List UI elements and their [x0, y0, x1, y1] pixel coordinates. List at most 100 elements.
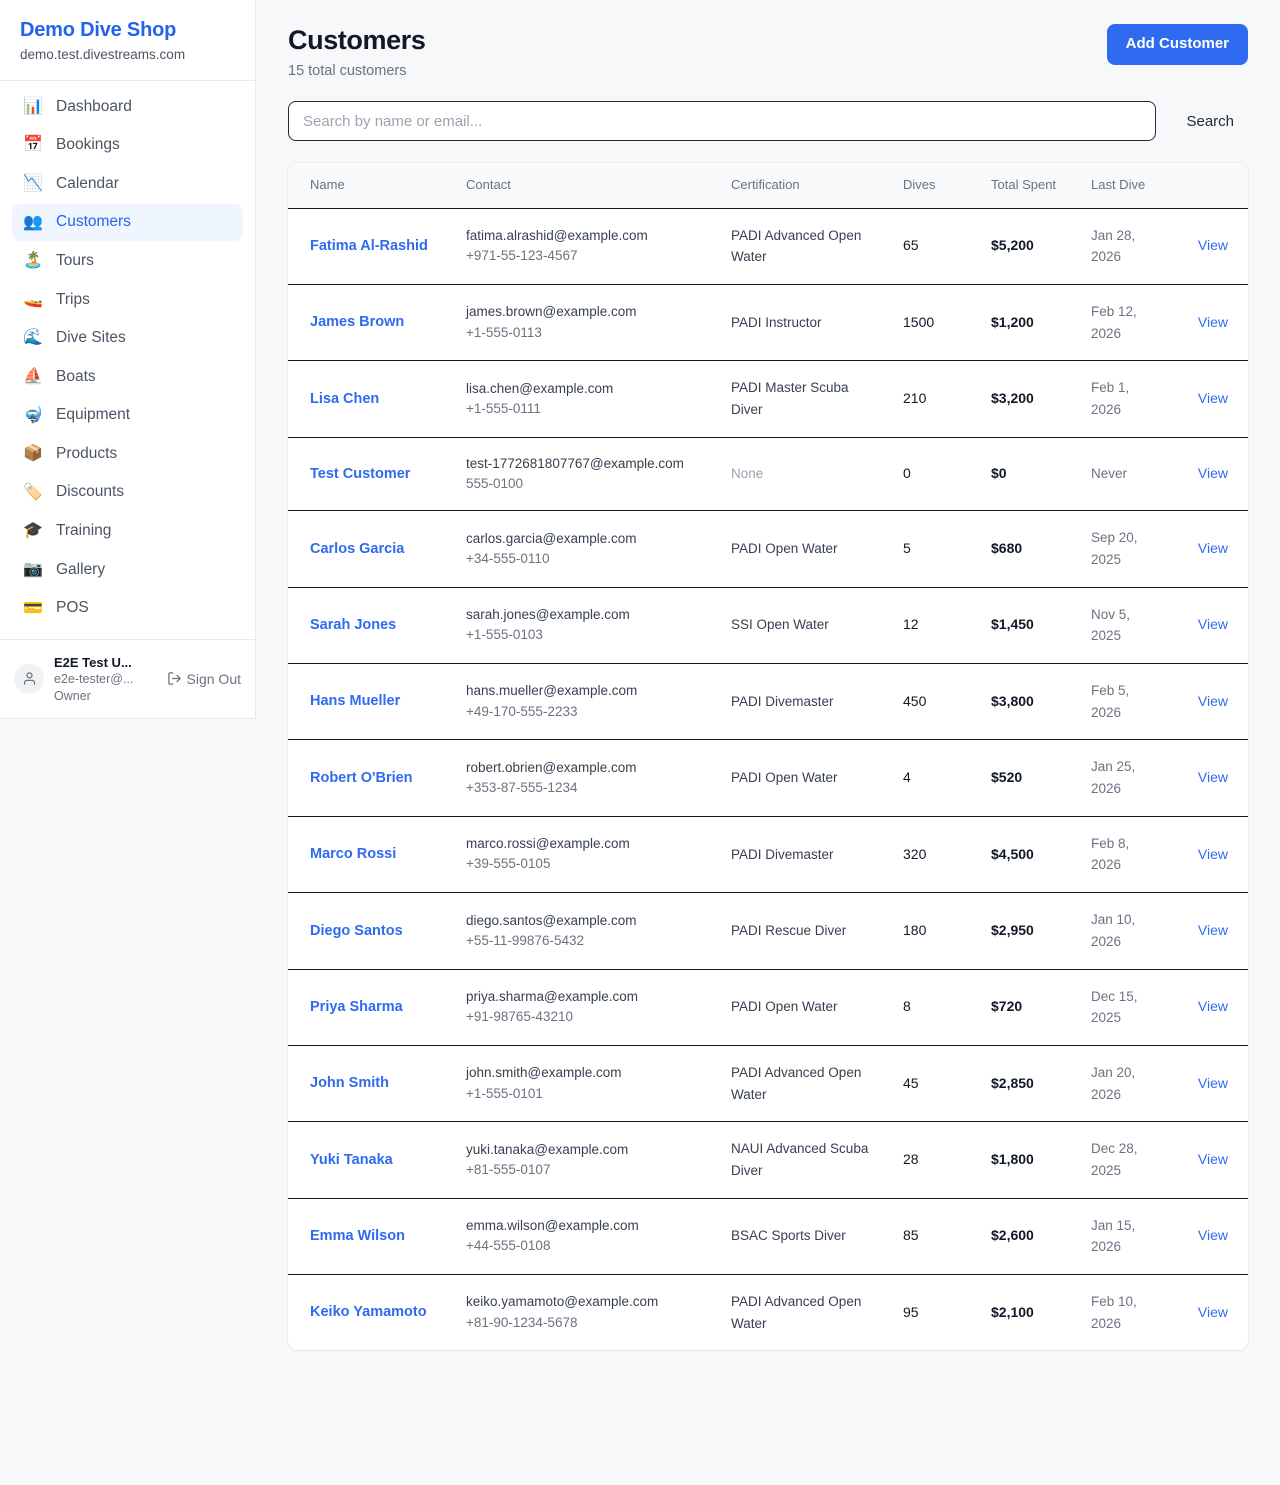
- sidebar-item-calendar[interactable]: 📉 Calendar: [12, 166, 243, 203]
- cell-action: View: [1171, 892, 1248, 970]
- customer-total-spent: $3,200: [991, 390, 1034, 407]
- cell-name: Keiko Yamamoto: [288, 1275, 456, 1351]
- customer-name-link[interactable]: Marco Rossi: [310, 846, 397, 863]
- customer-name-link[interactable]: John Smith: [310, 1075, 389, 1092]
- customer-name-link[interactable]: Sarah Jones: [310, 617, 397, 634]
- customer-last-dive: Jan 15, 2026: [1091, 1217, 1136, 1255]
- sidebar-item-label: Calendar: [56, 174, 119, 192]
- sign-out-icon: [167, 672, 181, 686]
- customer-phone: +1-555-0113: [466, 324, 542, 340]
- customer-dives: 5: [903, 540, 911, 557]
- column-header-contact: Contact: [456, 163, 721, 209]
- cell-action: View: [1171, 360, 1248, 438]
- sign-out-button[interactable]: Sign Out: [167, 671, 241, 687]
- cell-name: Sarah Jones: [288, 587, 456, 665]
- bar-chart-icon: 📊: [23, 97, 43, 115]
- customer-last-dive: Feb 8, 2026: [1091, 835, 1130, 873]
- sidebar-item-label: Training: [56, 522, 112, 540]
- customer-dives: 85: [903, 1227, 919, 1244]
- view-customer-link[interactable]: View: [1197, 1074, 1228, 1091]
- customer-name-link[interactable]: Yuki Tanaka: [310, 1151, 393, 1168]
- view-customer-link[interactable]: View: [1197, 465, 1228, 482]
- cell-total-spent: $680: [981, 510, 1081, 588]
- view-customer-link[interactable]: View: [1197, 845, 1228, 862]
- cell-action: View: [1171, 1198, 1248, 1276]
- customer-last-dive: Jan 28, 2026: [1091, 227, 1136, 265]
- sidebar-item-dashboard[interactable]: 📊 Dashboard: [12, 89, 243, 126]
- customer-name-link[interactable]: Carlos Garcia: [310, 540, 405, 557]
- customer-name-link[interactable]: Hans Mueller: [310, 693, 401, 710]
- cell-last-dive: Feb 10, 2026: [1081, 1275, 1171, 1351]
- sidebar-item-customers[interactable]: 👥 Customers: [12, 204, 243, 241]
- view-customer-link[interactable]: View: [1197, 1151, 1228, 1168]
- sidebar-item-dive-sites[interactable]: 🌊 Dive Sites: [12, 320, 243, 357]
- sidebar-item-label: Trips: [56, 290, 90, 308]
- cell-name: Test Customer: [288, 437, 456, 512]
- customer-phone: +1-555-0103: [466, 627, 543, 643]
- cell-total-spent: $3,200: [981, 360, 1081, 438]
- sidebar-item-discounts[interactable]: 🏷️ Discounts: [12, 474, 243, 511]
- view-customer-link[interactable]: View: [1197, 1303, 1228, 1320]
- customer-name-link[interactable]: Keiko Yamamoto: [310, 1304, 427, 1321]
- customer-name-link[interactable]: Lisa Chen: [310, 390, 380, 407]
- customer-name-link[interactable]: Diego Santos: [310, 922, 403, 939]
- view-customer-link[interactable]: View: [1197, 692, 1228, 709]
- view-customer-link[interactable]: View: [1197, 313, 1228, 330]
- speedboat-icon: 🚤: [23, 290, 43, 308]
- customer-name-link[interactable]: Emma Wilson: [310, 1228, 405, 1245]
- customer-name-link[interactable]: Test Customer: [310, 465, 411, 482]
- customer-name-link[interactable]: James Brown: [310, 314, 405, 331]
- sidebar-item-trips[interactable]: 🚤 Trips: [12, 282, 243, 319]
- view-customer-link[interactable]: View: [1197, 390, 1228, 407]
- sidebar-item-label: Products: [56, 444, 118, 462]
- table-row: Emma Wilson emma.wilson@example.com +44-55…: [288, 1198, 1248, 1276]
- view-customer-link[interactable]: View: [1197, 769, 1228, 786]
- cell-dives: 65: [893, 208, 981, 286]
- search-button[interactable]: Search: [1172, 103, 1248, 140]
- customer-last-dive: Feb 10, 2026: [1091, 1294, 1137, 1331]
- customer-name-link[interactable]: Priya Sharma: [310, 998, 403, 1015]
- customer-total-spent: $3,800: [991, 692, 1034, 709]
- view-customer-link[interactable]: View: [1197, 540, 1228, 557]
- customer-dives: 28: [903, 1151, 919, 1168]
- view-customer-link[interactable]: View: [1197, 237, 1228, 254]
- sidebar-item-products[interactable]: 📦 Products: [12, 436, 243, 473]
- table-row: Lisa Chen lisa.chen@example.com +1-555-011…: [288, 360, 1248, 438]
- sidebar-item-equipment[interactable]: 🤿 Equipment: [12, 397, 243, 434]
- cell-dives: 1500: [893, 284, 981, 362]
- sidebar-item-training[interactable]: 🎓 Training: [12, 513, 243, 550]
- cell-contact: keiko.yamamoto@example.com +81-90-1234-56…: [456, 1275, 721, 1351]
- cell-certification: None: [721, 437, 893, 512]
- page-heading-group: Customers 15 total customers: [288, 24, 426, 79]
- add-customer-button[interactable]: Add Customer: [1106, 24, 1248, 65]
- sidebar-item-gallery[interactable]: 📷 Gallery: [12, 552, 243, 589]
- tag-icon: 🏷️: [23, 483, 43, 501]
- cell-certification: PADI Advanced Open Water: [721, 208, 893, 286]
- cell-action: View: [1171, 1045, 1248, 1123]
- view-customer-link[interactable]: View: [1197, 616, 1228, 633]
- customer-name-link[interactable]: Fatima Al-Rashid: [310, 238, 428, 255]
- customer-name-link[interactable]: Robert O'Brien: [310, 769, 413, 786]
- sidebar-item-bookings[interactable]: 📅 Bookings: [12, 127, 243, 164]
- avatar: [14, 663, 44, 694]
- customers-table-card: Name Contact Certification Dives Total S…: [288, 163, 1248, 1351]
- search-input[interactable]: [288, 101, 1157, 142]
- search-row: Search: [288, 101, 1248, 142]
- cell-contact: james.brown@example.com +1-555-0113: [456, 284, 721, 362]
- sidebar-item-pos[interactable]: 💳 POS: [12, 590, 243, 627]
- cell-action: View: [1171, 208, 1248, 286]
- cell-dives: 45: [893, 1045, 981, 1123]
- view-customer-link[interactable]: View: [1197, 998, 1228, 1015]
- cell-total-spent: $4,500: [981, 816, 1081, 894]
- view-customer-link[interactable]: View: [1197, 1227, 1228, 1244]
- cell-contact: john.smith@example.com +1-555-0101: [456, 1045, 721, 1123]
- sidebar-item-tours[interactable]: 🏝️ Tours: [12, 243, 243, 280]
- sidebar-item-boats[interactable]: ⛵ Boats: [12, 359, 243, 396]
- cell-contact: carlos.garcia@example.com +34-555-0110: [456, 510, 721, 588]
- table-header-row: Name Contact Certification Dives Total S…: [288, 163, 1248, 209]
- view-customer-link[interactable]: View: [1197, 921, 1228, 938]
- table-row: Yuki Tanaka yuki.tanaka@example.com +81-55…: [288, 1121, 1248, 1199]
- cell-name: John Smith: [288, 1045, 456, 1123]
- cell-dives: 450: [893, 663, 981, 741]
